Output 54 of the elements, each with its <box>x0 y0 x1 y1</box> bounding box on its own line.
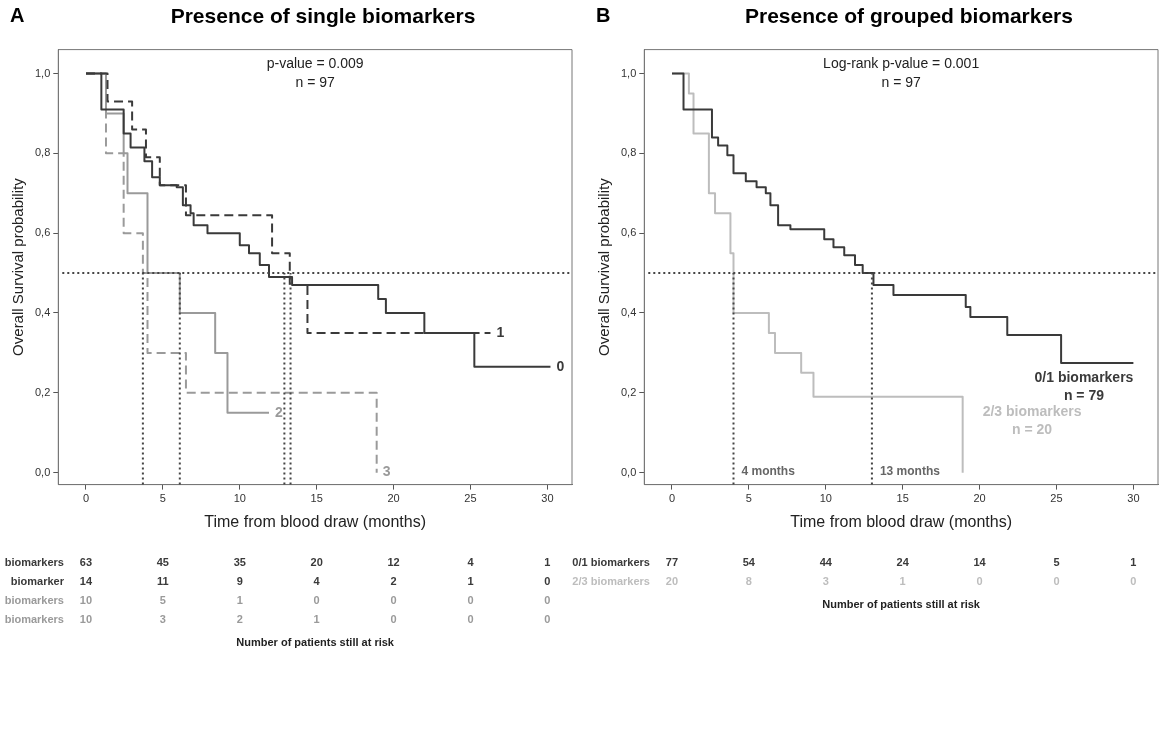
y-tick-label: 1,0 <box>34 66 51 79</box>
x-tick-label: 20 <box>387 492 400 505</box>
chart-title: Presence of single biomarkers <box>169 4 477 28</box>
x-tick-label: 0 <box>82 492 90 505</box>
y-axis-title: Overall Survival probability <box>595 177 613 356</box>
ref-line-label: 4 months <box>741 463 796 478</box>
chart-title: Presence of grouped biomarkers <box>744 4 1074 28</box>
series-label: 3 <box>382 463 391 480</box>
text: Number of patients still at risk <box>822 598 980 610</box>
y-tick-label: 0,8 <box>34 146 51 159</box>
x-axis-title: Time from blood draw (months) <box>204 512 426 530</box>
y-tick-label: 0,4 <box>620 306 637 319</box>
series-label: 2 <box>275 403 283 420</box>
x-axis-title: Time from blood draw (months) <box>790 512 1012 530</box>
ref-line-label: 13 months <box>879 463 941 478</box>
series-label: 0/1 biomarkers n = 79 <box>1034 368 1134 403</box>
text: Number of patients still at risk <box>236 636 394 648</box>
y-tick-label: 0,8 <box>620 146 637 159</box>
text: 0/1 biomarkers 77 54 44 24 14 5 1 <box>572 556 1137 568</box>
y-tick-label: 0,2 <box>34 385 51 398</box>
annotation: Log-rank p-value = 0.001 <box>823 55 980 72</box>
x-tick-label: 30 <box>1127 492 1140 505</box>
text: B <box>596 4 611 27</box>
x-tick-label: 10 <box>233 492 246 505</box>
y-tick-label: 0,0 <box>34 465 51 478</box>
x-tick-label: 15 <box>896 492 909 505</box>
series-label: 0 <box>556 357 565 374</box>
text: 2/3 biomarkers 20 8 3 1 0 0 0 <box>572 575 1137 587</box>
y-tick-label: 1,0 <box>620 66 637 79</box>
text: biomarkers 10 3 2 1 0 0 0 <box>4 613 551 625</box>
y-tick-label: 0,6 <box>34 226 51 239</box>
annotation: n = 97 <box>295 74 336 91</box>
text: biomarkers 63 45 35 20 12 4 1 <box>4 556 551 568</box>
x-tick-label: 30 <box>541 492 554 505</box>
y-tick-label: 0,4 <box>34 306 51 319</box>
annotation: n = 97 <box>881 74 922 91</box>
text: A <box>10 4 25 27</box>
x-tick-label: 10 <box>819 492 832 505</box>
text: biomarkers 10 5 1 0 0 0 0 <box>4 594 551 606</box>
x-tick-label: 5 <box>159 492 166 505</box>
y-axis-title: Overall Survival probability <box>9 177 27 356</box>
text: biomarker 14 11 9 4 2 1 0 <box>10 575 551 587</box>
x-tick-label: 0 <box>668 492 676 505</box>
y-tick-label: 0,6 <box>620 226 637 239</box>
y-tick-label: 0,2 <box>620 385 637 398</box>
series-label: 2/3 biomarkers n = 20 <box>982 403 1082 438</box>
series-label: 1 <box>496 323 505 340</box>
x-tick-label: 5 <box>745 492 752 505</box>
y-tick-label: 0,0 <box>620 465 637 478</box>
x-tick-label: 15 <box>310 492 323 505</box>
x-tick-label: 20 <box>973 492 986 505</box>
x-tick-label: 25 <box>464 492 477 505</box>
x-tick-label: 25 <box>1050 492 1063 505</box>
annotation: p-value = 0.009 <box>266 55 364 72</box>
